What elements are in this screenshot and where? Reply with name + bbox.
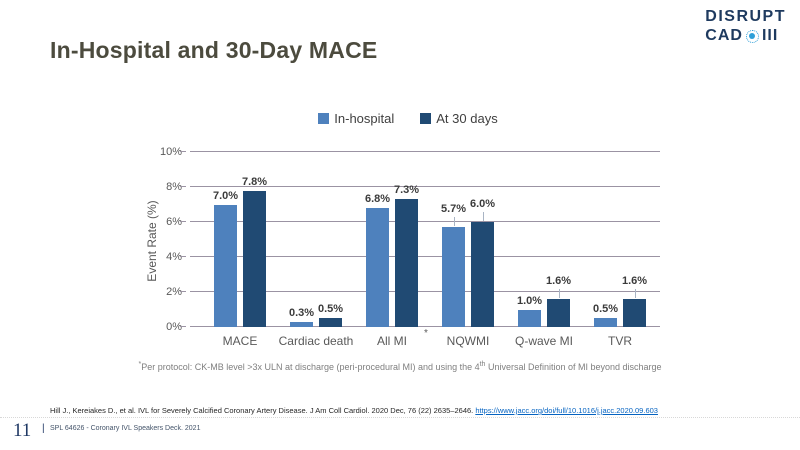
data-label: 7.3% [393, 184, 420, 197]
logo-text-disrupt: DISRUPT [705, 8, 786, 25]
data-label: 6.0% [469, 198, 496, 210]
y-tick-label: 0% [166, 321, 182, 333]
page-title: In-Hospital and 30-Day MACE [50, 37, 378, 63]
y-axis-tick [180, 151, 186, 152]
y-axis-tick [180, 221, 186, 222]
data-label: 6.8% [364, 193, 391, 205]
data-label: 7.0% [212, 189, 239, 202]
y-axis-tick-labels: 0% 2% 4% 6% 8% 10% [148, 146, 182, 333]
gridline-2% [190, 291, 660, 292]
gridline-0% [190, 326, 660, 327]
footer-divider [0, 417, 800, 418]
y-tick-label: 6% [166, 216, 182, 228]
data-label: 0.5% [317, 303, 344, 316]
bar-in-hospital-mace [214, 204, 237, 327]
disrupt-cad-logo: DISRUPT CAD III [705, 9, 786, 44]
logo-line2: CAD III [705, 28, 786, 44]
footnote-text-1: Per protocol: CK-MB level >3x ULN at dis… [141, 362, 480, 372]
category-label-all-mi: All MI [377, 334, 407, 348]
category-label-nqwmi: NQWMI [446, 334, 490, 348]
logo-halftone-dot-icon [745, 29, 759, 43]
bar-at-30-days-q-wave-mi [547, 299, 570, 327]
bar-in-hospital-tvr [594, 318, 617, 327]
data-label: 7.8% [241, 175, 268, 188]
y-tick-label: 8% [166, 181, 182, 193]
y-axis-tick [180, 326, 186, 327]
bar-at-30-days-mace [243, 190, 266, 327]
gridline-6% [190, 221, 660, 222]
label-leader-line [482, 212, 484, 221]
category-footnote-marker: * [424, 328, 428, 339]
gridline-8% [190, 186, 660, 187]
page-number: 11 [13, 420, 32, 441]
category-label-mace: MACE [222, 334, 258, 348]
chart-footnote: *Per protocol: CK-MB level >3x ULN at di… [0, 361, 800, 372]
footnote-text-2: Universal Definition of MI beyond discha… [485, 362, 662, 372]
y-tick-label: 2% [166, 286, 182, 298]
gridline-4% [190, 256, 660, 257]
citation: Hill J., Kereiakes D., et al. IVL for Se… [50, 406, 658, 415]
citation-link[interactable]: https://www.jacc.org/doi/full/10.1016/j.… [475, 406, 658, 415]
category-label-tvr: TVR [608, 334, 632, 348]
legend-swatch-icon [318, 113, 330, 124]
footnote-sup: th [479, 361, 486, 368]
bar-at-30-days-all-mi [395, 199, 418, 327]
y-axis-tick [180, 256, 186, 257]
footer-deck-label: SPL 64626 - Coronary IVL Speakers Deck. … [50, 425, 201, 432]
y-tick-label: 10% [159, 146, 182, 158]
data-label: 0.3% [288, 306, 315, 319]
bar-in-hospital-q-wave-mi [518, 309, 541, 327]
category-label-q-wave-mi: Q-wave MI [514, 334, 573, 348]
logo-text-iii: III [761, 27, 779, 44]
data-label: 5.7% [440, 203, 467, 216]
data-label: 1.6% [621, 275, 648, 287]
y-axis-tick [180, 291, 186, 292]
bar-in-hospital-all-mi [366, 208, 389, 327]
y-axis-tick [180, 186, 186, 187]
legend-label: At 30 days [436, 111, 498, 126]
label-leader-line [558, 289, 560, 298]
bar-at-30-days-cardiac-death [319, 318, 342, 327]
logo-dot-inner [749, 33, 756, 39]
gridline-10% [190, 151, 660, 152]
bar-at-30-days-tvr [623, 299, 646, 327]
bar-at-30-days-nqwmi [471, 222, 494, 327]
chart-legend: In-hospital At 30 days [173, 111, 643, 126]
footer-separator: | [42, 423, 45, 434]
bar-chart-plot-area: 7.0% 0.3% 6.8% 5.7% 1.0% 0.5% 7.8% 0.5% 7.3% 6.0%… [180, 151, 660, 348]
category-label-cardiac-death: Cardiac death [278, 334, 354, 348]
label-leader-line [634, 289, 636, 298]
legend-item-in-hospital: In-hospital [318, 111, 394, 126]
footnote-marker: * [138, 361, 142, 368]
bar-in-hospital-cardiac-death [290, 321, 313, 327]
data-label: 1.0% [516, 294, 543, 307]
logo-text-cad: CAD [705, 27, 743, 44]
citation-text: Hill J., Kereiakes D., et al. IVL for Se… [50, 406, 474, 415]
label-leader-line [453, 217, 455, 227]
data-label: 1.6% [545, 275, 572, 287]
data-label: 0.5% [592, 303, 619, 316]
y-tick-label: 4% [166, 251, 182, 263]
legend-label: In-hospital [334, 111, 395, 126]
legend-swatch-icon [420, 113, 432, 124]
bar-in-hospital-nqwmi [442, 227, 465, 327]
legend-item-at-30-days: At 30 days [420, 111, 498, 126]
